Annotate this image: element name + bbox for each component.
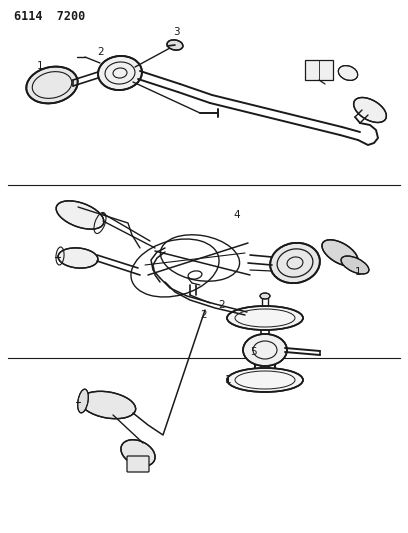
Bar bbox=[305, 60, 333, 80]
Ellipse shape bbox=[78, 389, 89, 413]
FancyBboxPatch shape bbox=[127, 456, 149, 472]
Text: 2: 2 bbox=[97, 47, 104, 57]
Ellipse shape bbox=[167, 40, 183, 50]
Ellipse shape bbox=[58, 248, 98, 268]
Text: 2: 2 bbox=[200, 310, 206, 320]
Text: 1: 1 bbox=[225, 375, 232, 385]
Ellipse shape bbox=[270, 243, 320, 283]
Ellipse shape bbox=[56, 201, 104, 229]
Ellipse shape bbox=[227, 306, 303, 330]
Ellipse shape bbox=[338, 66, 358, 80]
Text: 3: 3 bbox=[173, 27, 180, 37]
Ellipse shape bbox=[227, 368, 303, 392]
Text: 1: 1 bbox=[37, 61, 44, 71]
Text: 1: 1 bbox=[355, 267, 361, 277]
Ellipse shape bbox=[354, 98, 386, 123]
Ellipse shape bbox=[322, 240, 358, 266]
Text: 4: 4 bbox=[233, 210, 239, 220]
Ellipse shape bbox=[121, 440, 155, 466]
Text: 5: 5 bbox=[250, 347, 257, 357]
Text: 6114  7200: 6114 7200 bbox=[14, 10, 85, 23]
Ellipse shape bbox=[80, 391, 136, 419]
Ellipse shape bbox=[243, 334, 287, 366]
Ellipse shape bbox=[98, 56, 142, 90]
Ellipse shape bbox=[26, 67, 78, 103]
Ellipse shape bbox=[260, 293, 270, 299]
Text: 2: 2 bbox=[218, 300, 225, 310]
Ellipse shape bbox=[341, 256, 369, 274]
